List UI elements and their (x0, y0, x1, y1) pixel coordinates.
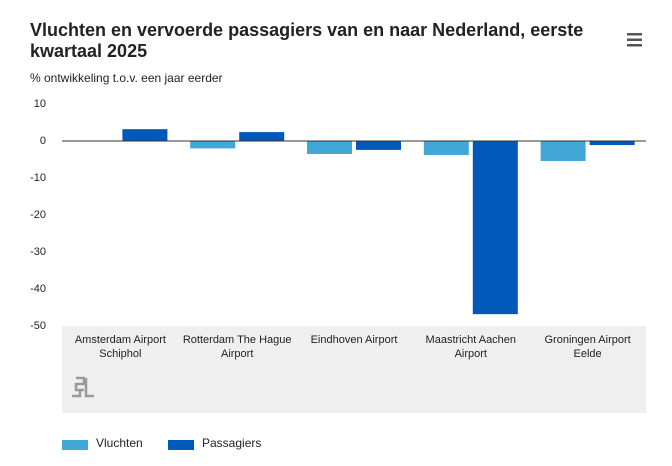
legend-label: Vluchten (96, 436, 143, 450)
x-tick-label: Maastricht Aachen Airport (425, 334, 517, 360)
logo (72, 376, 94, 398)
bar (122, 129, 168, 141)
legend-swatch (62, 440, 88, 450)
bar (356, 141, 401, 150)
bar (589, 141, 635, 146)
y-tick-label: -20 (30, 209, 46, 221)
legend-label: Passagiers (202, 436, 261, 450)
legend-swatch (168, 440, 194, 450)
chart-subtitle: % ontwikkeling t.o.v. een jaar eerder (30, 71, 223, 85)
bar (540, 141, 586, 161)
y-tick-label: 10 (34, 98, 46, 110)
y-tick-label: -10 (30, 172, 46, 184)
x-tick-label: Eindhoven Airport (310, 334, 398, 346)
x-tick-label: Groningen Airport Eelde (544, 334, 631, 360)
bar (307, 141, 352, 154)
chart-title: Vluchten en vervoerde passagiers van en … (30, 20, 584, 61)
menu-icon[interactable] (627, 33, 642, 47)
y-tick-label: -50 (30, 320, 46, 332)
bar (239, 132, 285, 141)
bar (190, 141, 236, 149)
y-tick-label: -40 (30, 283, 46, 295)
y-tick-label: 0 (40, 135, 46, 147)
x-tick-label: Amsterdam Airport Schiphol (74, 334, 166, 360)
y-tick-label: -30 (30, 246, 46, 258)
category-panel (62, 326, 646, 413)
bar (472, 141, 518, 315)
x-tick-label: Rotterdam The Hague Airport (182, 334, 292, 360)
bar (423, 141, 469, 156)
